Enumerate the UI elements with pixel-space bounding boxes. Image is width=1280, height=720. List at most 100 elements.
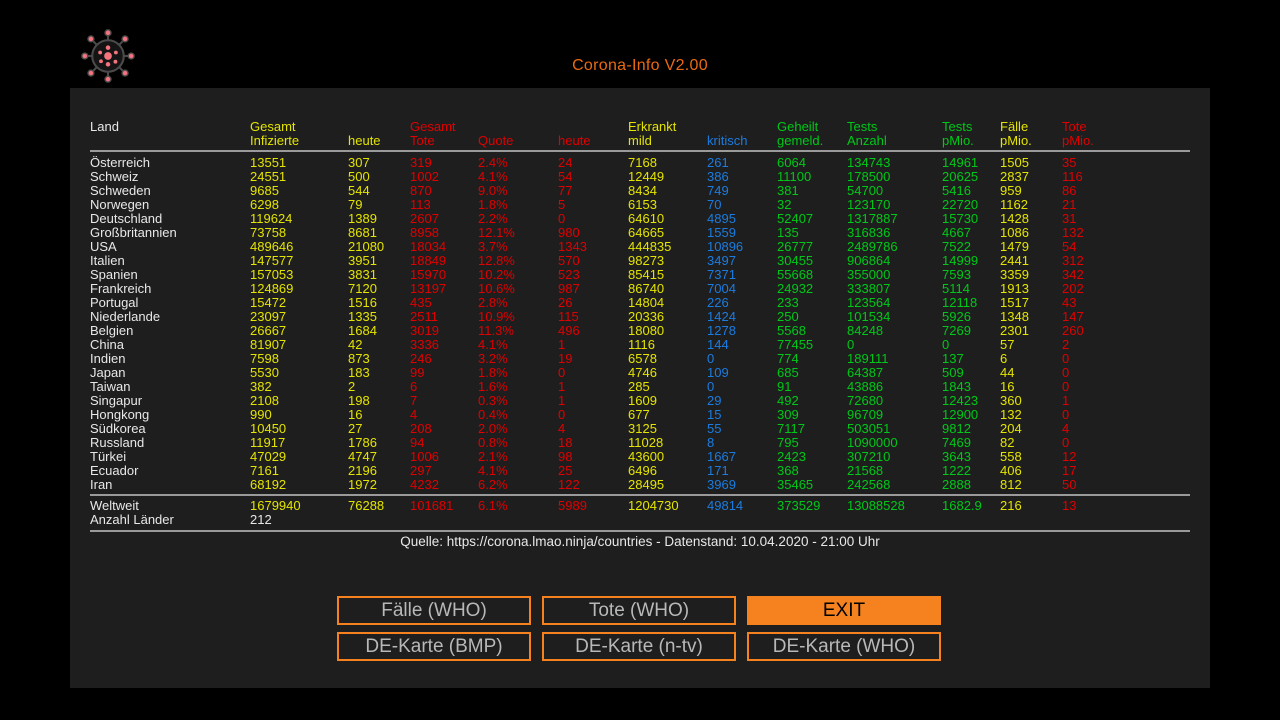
table-cell: 4 bbox=[558, 421, 566, 436]
table-cell: 18 bbox=[558, 435, 573, 450]
column-header: Fälle pMio. bbox=[1000, 119, 1032, 148]
table-cell: 198 bbox=[348, 393, 370, 408]
table-cell: 373529 bbox=[777, 498, 821, 513]
main-panel: Land Gesamt Infizierte heute Gesamt Tote Quote… bbox=[70, 88, 1210, 688]
table-cell: Russland bbox=[90, 435, 145, 450]
table-cell: 1006 bbox=[410, 449, 439, 464]
table-cell: 0 bbox=[942, 337, 950, 352]
table-cell: 8681 bbox=[348, 225, 377, 240]
table-cell: 147 bbox=[1062, 309, 1084, 324]
table-cell: 9.0% bbox=[478, 183, 508, 198]
table-cell: 57 bbox=[1000, 337, 1015, 352]
table-cell: Taiwan bbox=[90, 379, 131, 394]
table-cell: 1505 bbox=[1000, 155, 1029, 170]
table-cell: 1972 bbox=[348, 477, 377, 492]
table-cell: 496 bbox=[558, 323, 580, 338]
table-cell: 11028 bbox=[628, 435, 664, 450]
column-header: Tote pMio. bbox=[1062, 119, 1094, 148]
table-cell: 2108 bbox=[250, 393, 279, 408]
button-faelle-who[interactable]: Fälle (WHO) bbox=[337, 596, 531, 625]
table-row: Hongkong 990 16 4 0.4% 0 677 15 309 96709 12900 132… bbox=[90, 408, 1190, 422]
button-exit[interactable]: EXIT bbox=[747, 596, 941, 625]
table-cell: 208 bbox=[410, 421, 432, 436]
table-cell: 386 bbox=[707, 169, 729, 184]
table-cell: 10450 bbox=[250, 421, 287, 436]
table-cell: 250 bbox=[777, 309, 799, 324]
table-cell: 16 bbox=[348, 407, 363, 422]
table-cell: 50 bbox=[1062, 477, 1077, 492]
table-cell: 76288 bbox=[348, 498, 385, 513]
table-row: Türkei 47029 4747 1006 2.1% 98 43600 1667 2423 30… bbox=[90, 450, 1190, 464]
table-cell: 685 bbox=[777, 365, 799, 380]
table-cell: 987 bbox=[558, 281, 580, 296]
table-cell: 64665 bbox=[628, 225, 665, 240]
table-cell: 13088528 bbox=[847, 498, 905, 513]
table-cell: 1609 bbox=[628, 393, 657, 408]
table-row: Deutschland 119624 1389 2607 2.2% 0 64610 4895 5… bbox=[90, 212, 1190, 226]
table-cell: 94 bbox=[410, 435, 425, 450]
table-cell: 7 bbox=[410, 393, 418, 408]
table-cell: 0 bbox=[1062, 407, 1070, 422]
table-row: Russland 11917 1786 94 0.8% 18 11028 8 795 109000… bbox=[90, 436, 1190, 450]
table-cell: 12449 bbox=[628, 169, 665, 184]
header-row: Land Gesamt Infizierte heute Gesamt Tote Quote… bbox=[90, 120, 1190, 148]
table-cell: 99 bbox=[410, 365, 425, 380]
table-cell: 10.9% bbox=[478, 309, 515, 324]
table-cell: 12423 bbox=[942, 393, 979, 408]
table-cell: 6.2% bbox=[478, 477, 508, 492]
table-cell: 382 bbox=[250, 379, 272, 394]
table-cell: 309 bbox=[777, 407, 799, 422]
table-cell: 906864 bbox=[847, 253, 891, 268]
button-de-karte-ntv[interactable]: DE-Karte (n-tv) bbox=[542, 632, 736, 661]
table-row: Schweden 9685 544 870 9.0% 77 8434 749 381 54700 5… bbox=[90, 184, 1190, 198]
button-tote-who[interactable]: Tote (WHO) bbox=[542, 596, 736, 625]
table-cell: 6064 bbox=[777, 155, 806, 170]
table-cell: 12118 bbox=[942, 295, 978, 310]
table-cell: 31 bbox=[1062, 211, 1077, 226]
table-cell: 355000 bbox=[847, 267, 891, 282]
table-cell: 226 bbox=[707, 295, 729, 310]
table-row: USA 489646 21080 18034 3.7% 1343 444835 10896 26… bbox=[90, 240, 1190, 254]
table-cell: 0 bbox=[558, 211, 566, 226]
table-cell: 0 bbox=[707, 379, 715, 394]
table-cell bbox=[942, 513, 1000, 527]
table-cell: 307 bbox=[348, 155, 370, 170]
table-cell bbox=[348, 513, 410, 527]
table-cell: 132 bbox=[1062, 225, 1084, 240]
table-cell: 189111 bbox=[847, 351, 889, 366]
table-cell bbox=[777, 513, 847, 527]
table-cell: 5416 bbox=[942, 183, 971, 198]
table-cell: 101534 bbox=[847, 309, 891, 324]
table-cell: Anzahl Länder bbox=[90, 512, 174, 527]
table-cell: 1348 bbox=[1000, 309, 1029, 324]
table-cell: 1204730 bbox=[628, 498, 679, 513]
table-cell: 4895 bbox=[707, 211, 736, 226]
table-cell: 4747 bbox=[348, 449, 377, 464]
table-row: Taiwan 382 2 6 1.6% 1 285 0 91 43886 1843 16 0 bbox=[90, 380, 1190, 394]
table-cell: 1116 bbox=[628, 337, 655, 352]
table-cell: 7522 bbox=[942, 239, 971, 254]
table-cell: 14804 bbox=[628, 295, 665, 310]
table-cell: 2.0% bbox=[478, 421, 508, 436]
table-cell: 0.3% bbox=[478, 393, 508, 408]
button-de-karte-bmp[interactable]: DE-Karte (BMP) bbox=[337, 632, 531, 661]
table-cell: 25 bbox=[558, 463, 573, 478]
table-cell: 1317887 bbox=[847, 211, 898, 226]
table-cell: 44 bbox=[1000, 365, 1015, 380]
table-cell: 26 bbox=[558, 295, 573, 310]
table-cell: 26667 bbox=[250, 323, 287, 338]
button-de-karte-who[interactable]: DE-Karte (WHO) bbox=[747, 632, 941, 661]
table-cell: 0 bbox=[558, 365, 566, 380]
table-cell: 123564 bbox=[847, 295, 891, 310]
table-row: Spanien 157053 3831 15970 10.2% 523 85415 7371 5… bbox=[90, 268, 1190, 282]
table-cell: Schweden bbox=[90, 183, 151, 198]
table-cell: 72680 bbox=[847, 393, 884, 408]
summary-separator bbox=[90, 530, 1190, 532]
table-cell: 68192 bbox=[250, 477, 287, 492]
table-cell: 9685 bbox=[250, 183, 279, 198]
table-cell: 558 bbox=[1000, 449, 1022, 464]
table-cell: 7161 bbox=[250, 463, 279, 478]
table-cell: 119624 bbox=[250, 211, 293, 226]
table-cell: 980 bbox=[558, 225, 580, 240]
